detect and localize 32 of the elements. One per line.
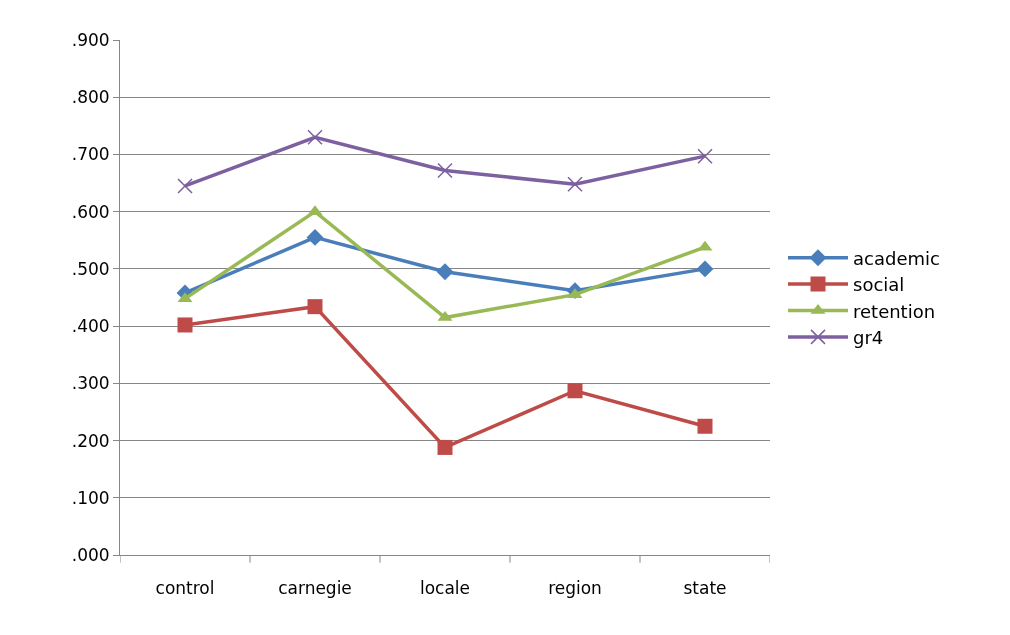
- y-tick-label: .600: [71, 201, 110, 222]
- legend-label: academic: [853, 247, 940, 269]
- y-tick-label: .200: [71, 430, 110, 451]
- x-tick-label: control: [155, 578, 215, 599]
- legend-label: social: [853, 274, 905, 296]
- y-tick-label: .000: [71, 544, 110, 565]
- point: [307, 299, 323, 315]
- x-tick-label: region: [548, 578, 602, 599]
- point: [436, 263, 454, 281]
- y-tick-label: .500: [71, 258, 110, 279]
- point: [177, 317, 193, 333]
- point: [177, 178, 193, 194]
- legend-label: gr4: [853, 326, 884, 348]
- point: [567, 176, 583, 192]
- point: [307, 129, 323, 146]
- y-tick-label: .700: [71, 144, 110, 165]
- point: [697, 148, 713, 164]
- legend-label: retention: [853, 300, 936, 322]
- x-tick-label: state: [683, 578, 727, 599]
- x-tick-label: locale: [419, 578, 471, 599]
- x-tick-label: carnegie: [278, 578, 352, 599]
- point: [567, 383, 583, 399]
- y-tick-label: .100: [71, 487, 110, 508]
- point: [437, 439, 453, 455]
- y-tick-label: .800: [71, 87, 110, 108]
- point: [696, 260, 714, 278]
- point: [437, 162, 453, 179]
- point: [306, 228, 324, 246]
- y-tick-label: .900: [71, 29, 110, 50]
- y-tick-label: .300: [71, 373, 110, 394]
- point: [697, 418, 713, 434]
- y-tick-label: .400: [71, 316, 110, 337]
